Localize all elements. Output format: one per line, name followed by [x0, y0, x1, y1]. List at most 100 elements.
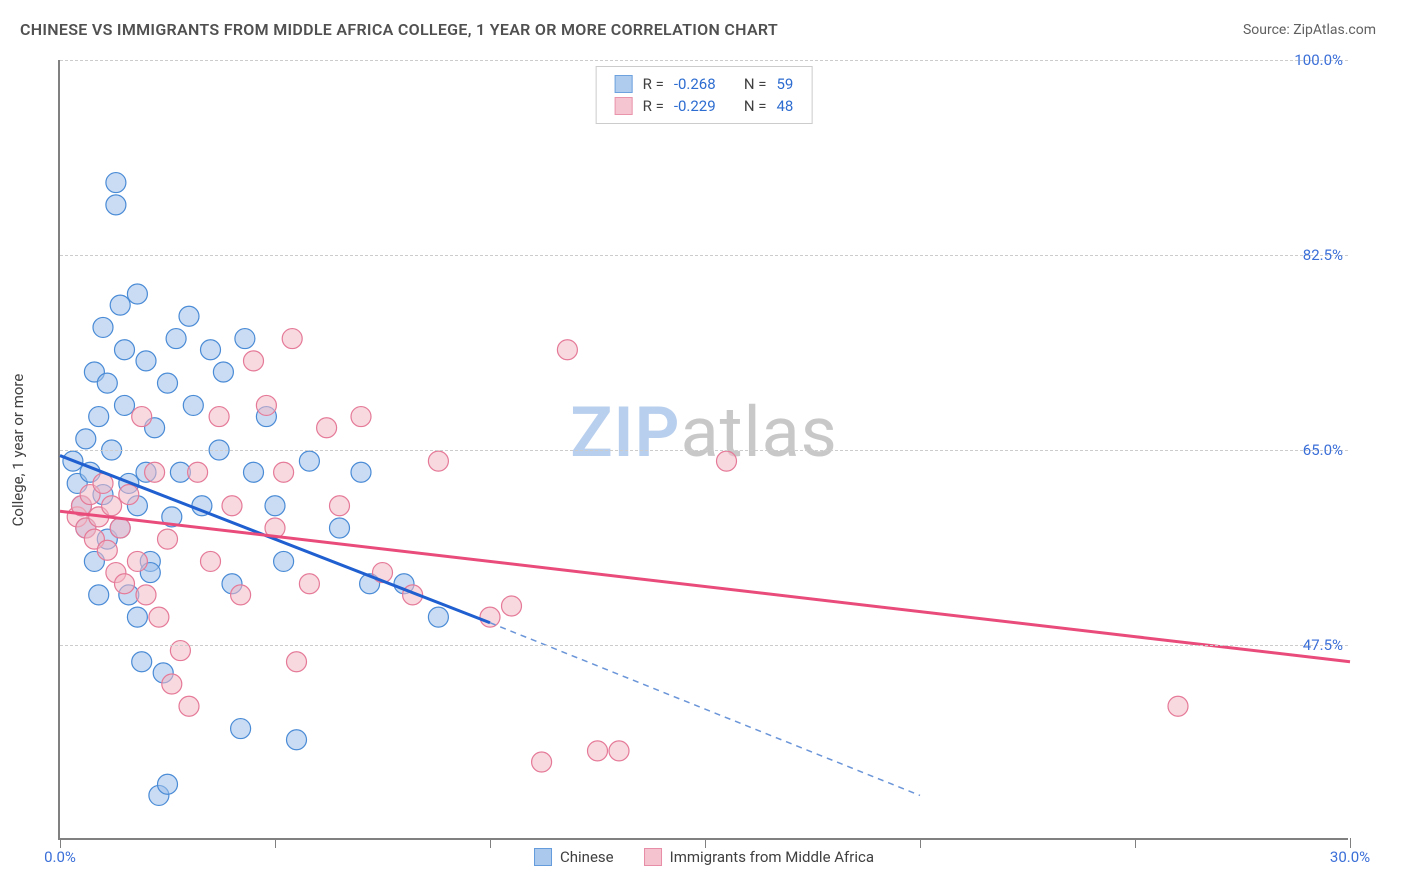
- data-point: [149, 607, 169, 627]
- data-point: [330, 518, 350, 538]
- data-point: [93, 317, 113, 337]
- gridline: [60, 255, 1348, 256]
- data-point: [299, 451, 319, 471]
- x-tick-label: 30.0%: [1330, 848, 1370, 866]
- data-point: [115, 340, 135, 360]
- data-point: [222, 496, 242, 516]
- data-point: [132, 652, 152, 672]
- data-point: [136, 351, 156, 371]
- regression-line: [60, 511, 1350, 661]
- data-point: [609, 741, 629, 761]
- data-point: [209, 407, 229, 427]
- regression-line-extrapolated: [490, 623, 920, 796]
- data-point: [201, 340, 221, 360]
- data-point: [102, 496, 122, 516]
- data-point: [299, 574, 319, 594]
- y-tick-label: 82.5%: [1303, 246, 1343, 264]
- r-value: -0.229: [674, 97, 734, 115]
- data-point: [127, 284, 147, 304]
- data-point: [115, 574, 135, 594]
- x-tick: [705, 838, 706, 848]
- data-point: [127, 551, 147, 571]
- x-tick: [920, 838, 921, 848]
- data-point: [213, 362, 233, 382]
- data-point: [145, 462, 165, 482]
- legend-swatch: [644, 848, 662, 866]
- source-attribution: Source: ZipAtlas.com: [1243, 22, 1376, 38]
- data-point: [274, 462, 294, 482]
- data-point: [158, 774, 178, 794]
- data-point: [231, 585, 251, 605]
- data-point: [106, 173, 126, 193]
- data-point: [97, 540, 117, 560]
- data-point: [588, 741, 608, 761]
- data-point: [89, 585, 109, 605]
- data-point: [183, 395, 203, 415]
- data-point: [132, 407, 152, 427]
- data-point: [351, 407, 371, 427]
- r-label: R =: [643, 97, 664, 115]
- x-tick: [490, 838, 491, 848]
- data-point: [97, 373, 117, 393]
- data-point: [244, 462, 264, 482]
- chart-title: CHINESE VS IMMIGRANTS FROM MIDDLE AFRICA…: [20, 20, 778, 39]
- n-label: N =: [744, 75, 767, 93]
- data-point: [136, 585, 156, 605]
- data-point: [532, 752, 552, 772]
- data-point: [256, 395, 276, 415]
- legend-swatch: [615, 75, 633, 93]
- data-point: [162, 674, 182, 694]
- y-tick-label: 47.5%: [1303, 636, 1343, 654]
- data-point: [480, 607, 500, 627]
- series-legend: Chinese Immigrants from Middle Africa: [534, 848, 874, 866]
- y-axis-label: College, 1 year or more: [9, 374, 27, 527]
- gridline: [60, 645, 1348, 646]
- data-point: [317, 418, 337, 438]
- data-point: [287, 730, 307, 750]
- data-point: [127, 607, 147, 627]
- data-point: [287, 652, 307, 672]
- data-point: [106, 195, 126, 215]
- data-point: [330, 496, 350, 516]
- y-tick-label: 100.0%: [1294, 51, 1343, 69]
- data-point: [282, 329, 302, 349]
- series-legend-item: Immigrants from Middle Africa: [644, 848, 874, 866]
- data-point: [351, 462, 371, 482]
- gridline: [60, 450, 1348, 451]
- y-tick-label: 65.0%: [1303, 441, 1343, 459]
- series-legend-label: Immigrants from Middle Africa: [670, 848, 874, 866]
- n-value: 59: [776, 75, 793, 93]
- data-point: [158, 373, 178, 393]
- n-value: 48: [776, 97, 793, 115]
- x-tick: [275, 838, 276, 848]
- data-point: [179, 306, 199, 326]
- legend-swatch: [615, 97, 633, 115]
- correlation-legend-row: R = -0.229 N = 48: [615, 95, 794, 117]
- data-point: [274, 551, 294, 571]
- data-point: [428, 451, 448, 471]
- data-point: [166, 329, 186, 349]
- data-point: [115, 395, 135, 415]
- data-point: [265, 496, 285, 516]
- r-value: -0.268: [674, 75, 734, 93]
- data-point: [158, 529, 178, 549]
- x-tick-label: 0.0%: [44, 848, 76, 866]
- data-point: [244, 351, 264, 371]
- n-label: N =: [744, 97, 767, 115]
- data-point: [1168, 696, 1188, 716]
- correlation-legend: R = -0.268 N = 59 R = -0.229 N = 48: [596, 66, 813, 124]
- x-tick: [1350, 838, 1351, 848]
- gridline: [60, 60, 1348, 61]
- data-point: [89, 407, 109, 427]
- series-legend-item: Chinese: [534, 848, 614, 866]
- data-point: [235, 329, 255, 349]
- data-point: [188, 462, 208, 482]
- data-point: [557, 340, 577, 360]
- data-point: [119, 485, 139, 505]
- data-point: [170, 641, 190, 661]
- data-point: [110, 295, 130, 315]
- data-point: [110, 518, 130, 538]
- data-point: [76, 429, 96, 449]
- scatter-svg: [60, 60, 1348, 838]
- data-point: [502, 596, 522, 616]
